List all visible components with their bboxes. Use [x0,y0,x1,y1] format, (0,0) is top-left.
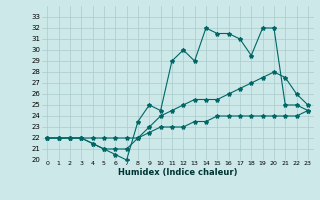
X-axis label: Humidex (Indice chaleur): Humidex (Indice chaleur) [118,168,237,177]
